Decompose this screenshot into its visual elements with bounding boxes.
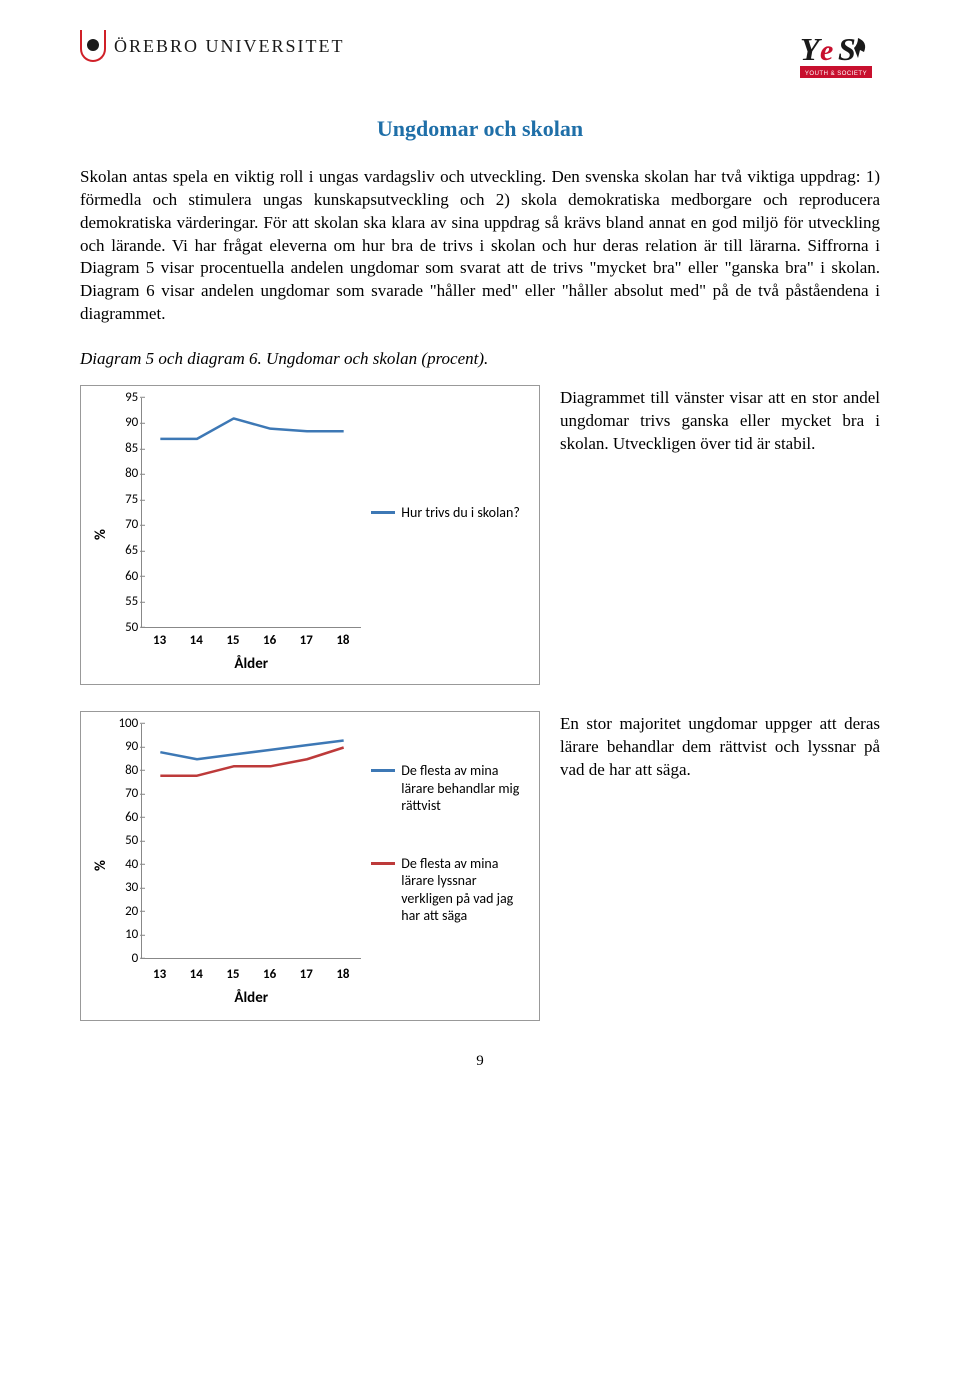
xtick: 18: [325, 632, 362, 650]
chart6-plot-area: 0102030405060708090100: [141, 724, 361, 959]
chart5-side-text: Diagrammet till vänster visar att en sto…: [560, 385, 880, 456]
ytick: 90: [112, 414, 138, 432]
chart5-row: % 50556065707580859095 Hur trivs du i sk…: [80, 385, 880, 685]
chart6-xlabel: Ålder: [141, 988, 361, 1008]
ytick: 100: [112, 714, 138, 732]
chart5-plot-area: 50556065707580859095: [141, 398, 361, 628]
legend-label: Hur trivs du i skolan?: [401, 504, 520, 522]
ytick: 95: [112, 388, 138, 406]
xtick: 15: [215, 966, 252, 984]
ytick: 90: [112, 738, 138, 756]
svg-text:YOUTH & SOCIETY: YOUTH & SOCIETY: [805, 71, 867, 77]
page-header: ÖREBRO UNIVERSITET Y e S YOUTH & SOCIETY: [80, 30, 880, 84]
ytick: 60: [112, 567, 138, 585]
svg-text:S: S: [838, 31, 856, 67]
university-name: ÖREBRO UNIVERSITET: [114, 34, 345, 58]
chart5-legend: Hur trivs du i skolan?: [361, 398, 527, 628]
legend-item: Hur trivs du i skolan?: [371, 504, 527, 522]
chart5-box: % 50556065707580859095 Hur trivs du i sk…: [80, 385, 540, 685]
orebro-shield-icon: [80, 30, 106, 62]
legend-label: De flesta av mina lärare behandlar mig r…: [401, 762, 527, 815]
xtick: 15: [215, 632, 252, 650]
chart5-xlabel: Ålder: [141, 654, 361, 674]
svg-text:e: e: [820, 34, 833, 67]
yes-logo: Y e S YOUTH & SOCIETY: [800, 30, 880, 84]
xtick: 18: [325, 966, 362, 984]
page-number: 9: [80, 1051, 880, 1071]
intro-paragraph: Skolan antas spela en viktig roll i unga…: [80, 166, 880, 327]
chart5-ylabel: %: [89, 398, 113, 672]
ytick: 80: [112, 465, 138, 483]
legend-item: De flesta av mina lärare behandlar mig r…: [371, 762, 527, 815]
legend-item: De flesta av mina lärare lyssnar verklig…: [371, 855, 527, 925]
diagram-caption: Diagram 5 och diagram 6. Ungdomar och sk…: [80, 348, 880, 371]
page-title: Ungdomar och skolan: [80, 114, 880, 144]
ytick: 70: [112, 785, 138, 803]
ytick: 20: [112, 902, 138, 920]
chart6-box: % 0102030405060708090100 De flesta av mi…: [80, 711, 540, 1021]
ytick: 50: [112, 618, 138, 636]
xtick: 14: [178, 632, 215, 650]
ytick: 60: [112, 808, 138, 826]
chart6-legend: De flesta av mina lärare behandlar mig r…: [361, 724, 527, 962]
ytick: 50: [112, 832, 138, 850]
ytick: 80: [112, 761, 138, 779]
xtick: 17: [288, 632, 325, 650]
chart6-ylabel: %: [89, 724, 113, 1008]
ytick: 0: [112, 949, 138, 967]
xtick: 14: [178, 966, 215, 984]
ytick: 10: [112, 926, 138, 944]
xtick: 13: [141, 966, 178, 984]
ytick: 30: [112, 879, 138, 897]
chart6-row: % 0102030405060708090100 De flesta av mi…: [80, 711, 880, 1021]
ytick: 75: [112, 491, 138, 509]
ytick: 70: [112, 516, 138, 534]
ytick: 55: [112, 593, 138, 611]
xtick: 13: [141, 632, 178, 650]
legend-swatch: [371, 769, 395, 772]
ytick: 40: [112, 855, 138, 873]
chart6-xticks: 131415161718: [141, 962, 361, 984]
legend-label: De flesta av mina lärare lyssnar verklig…: [401, 855, 527, 925]
legend-swatch: [371, 511, 395, 514]
chart6-side-text: En stor majoritet ungdomar uppger att de…: [560, 711, 880, 782]
legend-swatch: [371, 862, 395, 865]
chart5-xticks: 131415161718: [141, 628, 361, 650]
orebro-logo: ÖREBRO UNIVERSITET: [80, 30, 345, 62]
xtick: 16: [251, 632, 288, 650]
ytick: 65: [112, 542, 138, 560]
svg-text:Y: Y: [800, 31, 822, 67]
xtick: 16: [251, 966, 288, 984]
ytick: 85: [112, 440, 138, 458]
xtick: 17: [288, 966, 325, 984]
